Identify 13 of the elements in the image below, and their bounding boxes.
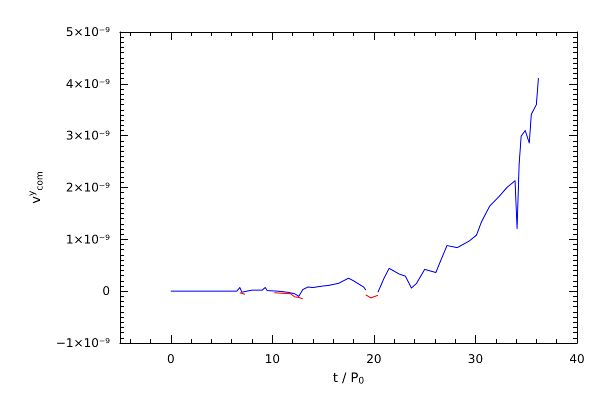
y-axis-title: vycom — [27, 171, 46, 204]
y-tick-label: −1×10⁻⁹ — [56, 336, 110, 350]
x-tick-label: 40 — [569, 352, 585, 366]
y-tick-label: 2×10⁻⁹ — [66, 180, 110, 194]
x-tick-label: 10 — [264, 352, 280, 366]
y-tick-label: 1×10⁻⁹ — [66, 232, 110, 246]
y-tick-label: 3×10⁻⁹ — [66, 128, 110, 143]
x-tick-label: 20 — [366, 352, 382, 366]
x-tick-label: 30 — [468, 352, 484, 366]
y-tick-label: 5×10⁻⁹ — [66, 25, 110, 39]
y-tick-label: 4×10⁻⁹ — [66, 76, 110, 91]
y-tick-label: 0 — [102, 284, 110, 298]
x-tick-label: 0 — [166, 352, 175, 366]
